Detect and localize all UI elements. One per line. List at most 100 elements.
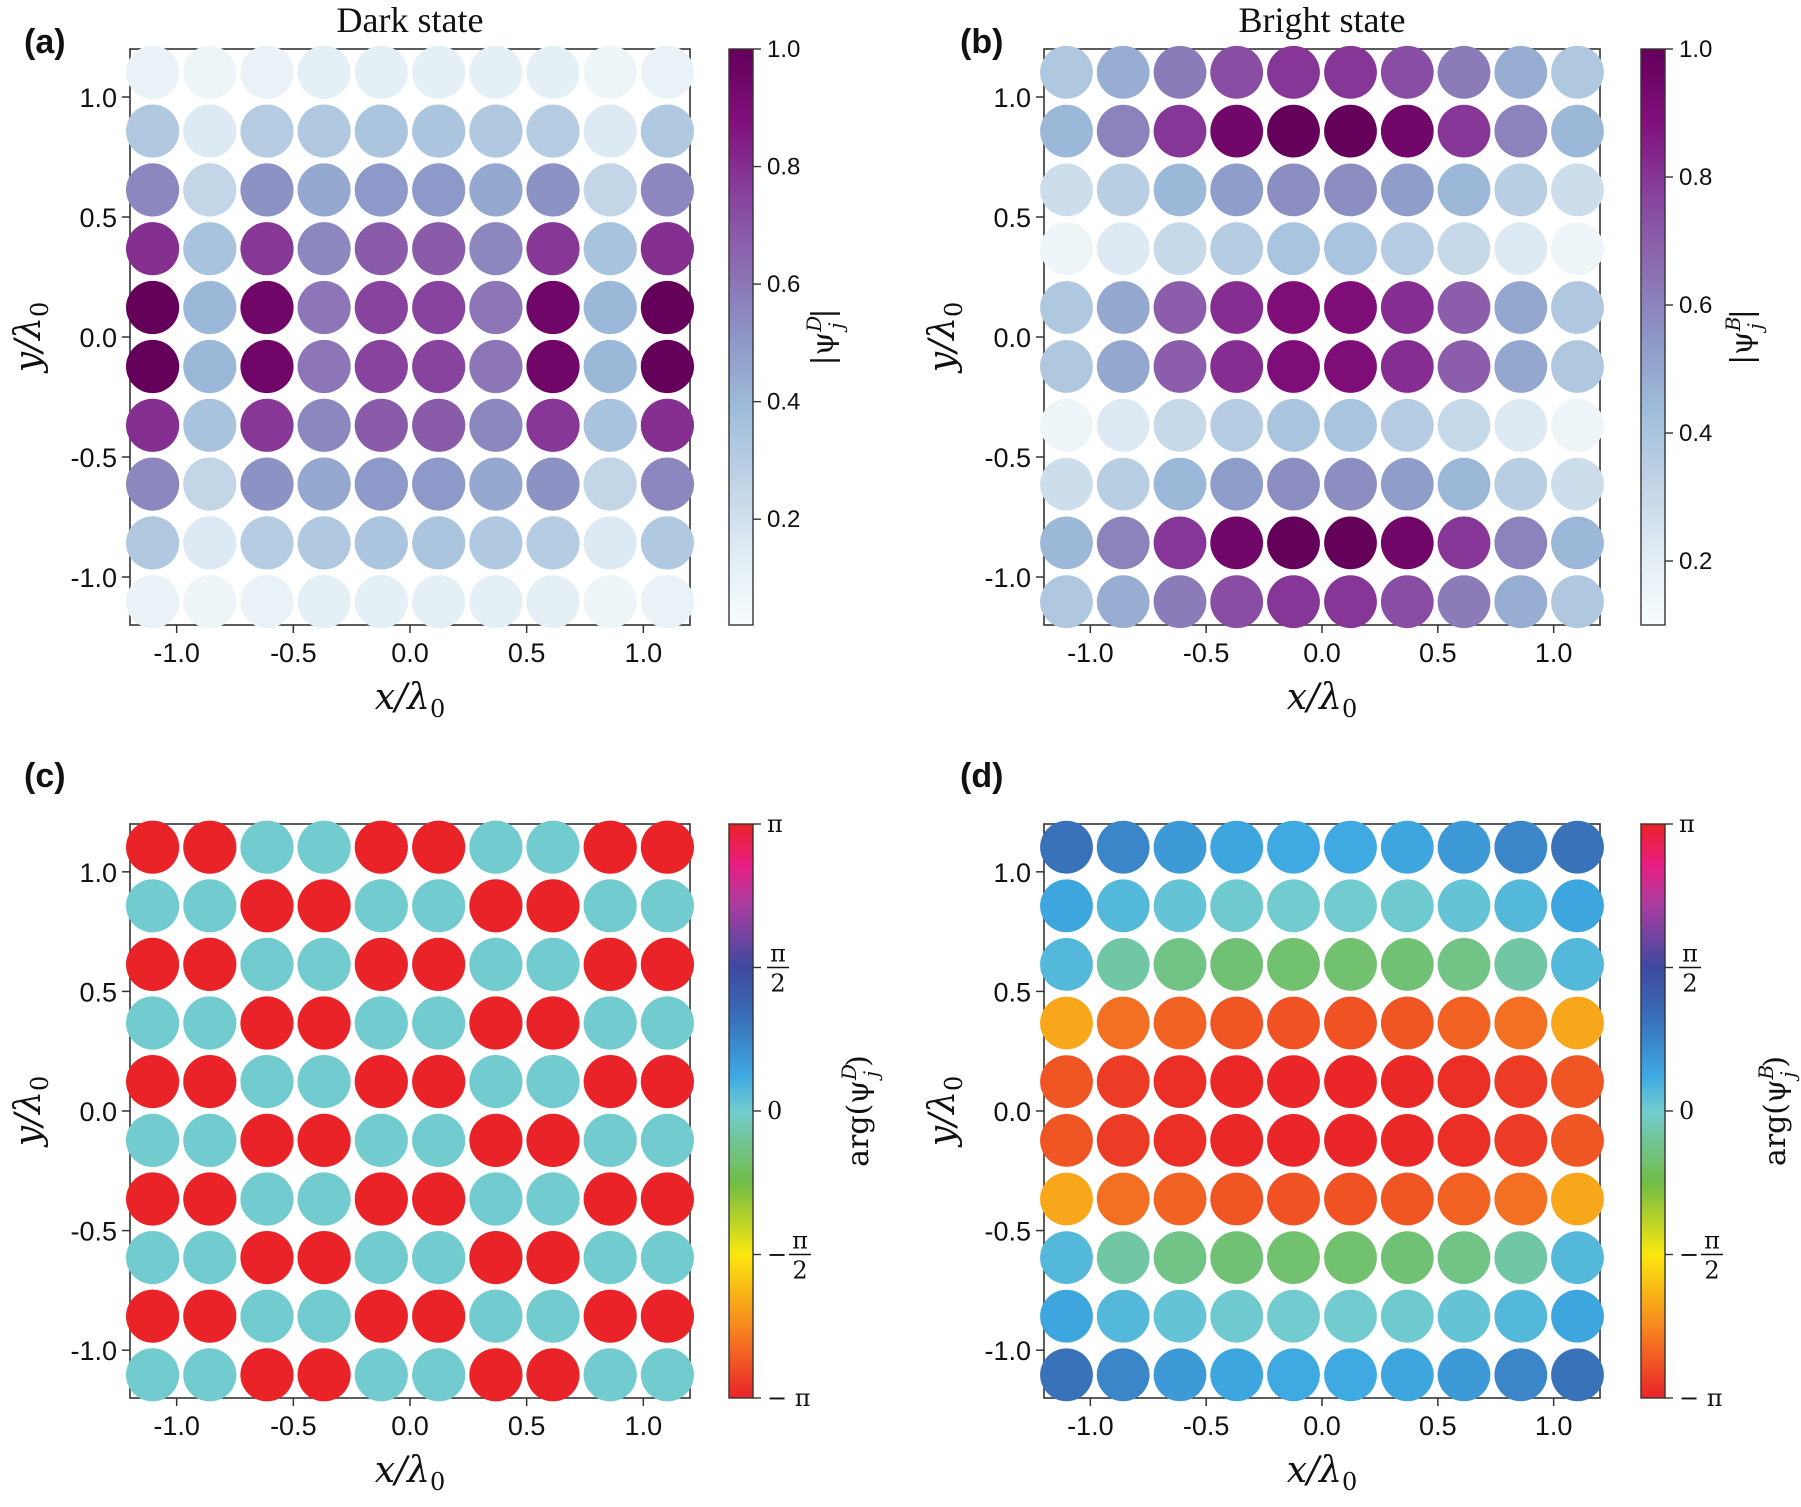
scatter-point (1096, 340, 1150, 393)
scatter-point (183, 45, 237, 99)
scatter-point (354, 398, 408, 452)
scatter-point (1040, 1172, 1093, 1226)
colorbar-tick-label: 0.2 (767, 506, 800, 533)
scatter-point (1040, 575, 1093, 629)
scatter-point (1096, 1172, 1150, 1226)
svg-text:π: π (792, 1227, 808, 1255)
scatter-point (1040, 1114, 1093, 1167)
scatter-point (354, 1231, 408, 1285)
scatter-point (1324, 820, 1377, 874)
scatter-point (183, 163, 237, 217)
scatter-point (1096, 457, 1150, 511)
scatter-point (1267, 1055, 1320, 1108)
scatter-point (583, 222, 637, 276)
scatter-point (126, 339, 180, 394)
scatter-point (1210, 996, 1264, 1050)
scatter-point (1040, 1289, 1093, 1343)
y-tick-label: -1.0 (70, 563, 117, 593)
scatter-point (1494, 281, 1548, 334)
scatter-point (1551, 340, 1604, 393)
scatter-point (1096, 938, 1150, 991)
scatter-point (354, 45, 408, 99)
panel-a: (a) Dark state -1.0 -0.5 0.0 0.5 1.0 -1.0 -0.5 0.… (8, 0, 848, 723)
scatter-point (354, 820, 408, 874)
scatter-point (1494, 45, 1548, 99)
scatter-point (297, 45, 351, 99)
scatter-point (526, 280, 580, 335)
scatter-point (1153, 1114, 1207, 1167)
scatter-point (1267, 575, 1320, 629)
scatter-point (126, 398, 180, 452)
scatter-point (1324, 222, 1377, 276)
scatter-point (240, 820, 294, 874)
scatter-point (126, 457, 180, 511)
scatter-point (1153, 45, 1207, 99)
x-tick-label: -0.5 (270, 638, 317, 668)
colorbar-label: |ψDj| (802, 309, 848, 366)
y-tick-label: 0.0 (79, 323, 117, 353)
scatter-point (183, 1055, 237, 1109)
scatter-point (240, 1113, 294, 1167)
scatter-point (126, 516, 180, 570)
panel-d: (d) -1.0 -0.5 0.0 0.5 1.0 -1.0 -0.5 0.0 0.5 1.0 x/λ… (922, 757, 1800, 1496)
scatter-point (240, 937, 294, 992)
scatter-point (126, 1289, 180, 1343)
scatter-point (1380, 1231, 1434, 1284)
x-tick-label: 1.0 (1535, 1411, 1573, 1441)
scatter-point (583, 280, 637, 335)
y-tick-label: 0.5 (993, 203, 1031, 233)
scatter-point (526, 1172, 580, 1226)
scatter-point (1153, 516, 1207, 570)
colorbar-tick-label: − π2 (1679, 1227, 1723, 1285)
scatter-point (1380, 340, 1434, 393)
scatter-point (1096, 1114, 1150, 1167)
scatter-point (583, 516, 637, 570)
scatter-point (469, 45, 523, 99)
scatter-point (640, 457, 695, 511)
scatter-point (1210, 340, 1264, 393)
x-tick-label: -0.5 (1183, 1411, 1230, 1441)
scatter-point (1551, 1172, 1604, 1226)
scatter-point (1437, 516, 1491, 570)
scatter-point (1437, 879, 1491, 933)
scatter-point (1210, 575, 1264, 629)
scatter-point (583, 1289, 637, 1343)
x-tick-label: 0.0 (391, 1411, 429, 1441)
scatter-point (1380, 104, 1434, 158)
colorbar-tick-label: 0.6 (767, 271, 800, 298)
scatter-point (1210, 1114, 1264, 1167)
scatter-point (640, 1289, 695, 1343)
scatter-point (1267, 45, 1320, 99)
svg-text:2: 2 (770, 970, 785, 998)
scatter-point (354, 575, 408, 629)
scatter-point (469, 1172, 523, 1226)
scatter-point (1040, 820, 1093, 874)
scatter-point (1494, 820, 1548, 874)
scatter-point (469, 1055, 523, 1109)
y-tick-label: -0.5 (70, 1217, 117, 1247)
scatter-point (240, 1231, 294, 1285)
scatter-point (1096, 1289, 1150, 1343)
scatter-point (240, 575, 294, 629)
scatter-point (1324, 1231, 1377, 1284)
y-tick-label: 0.0 (79, 1097, 117, 1127)
scatter-point (126, 575, 180, 629)
scatter-point (297, 1348, 351, 1402)
scatter-point (297, 1172, 351, 1226)
scatter-point (640, 339, 695, 394)
scatter-point (1324, 398, 1377, 452)
scatter-point (354, 163, 408, 217)
scatter-point (1210, 45, 1264, 99)
scatter-point (354, 516, 408, 570)
scatter-point (297, 280, 351, 335)
scatter-point (1437, 1114, 1491, 1167)
scatter-point (583, 1113, 637, 1167)
x-tick-label: 1.0 (1535, 638, 1573, 668)
scatter-point (240, 45, 294, 99)
colorbar-tick-label: 1.0 (1679, 36, 1712, 63)
scatter-point (526, 1348, 580, 1402)
scatter-point (126, 280, 180, 335)
scatter-point (126, 1172, 180, 1226)
scatter-point (1267, 222, 1320, 276)
scatter-point (1494, 1172, 1548, 1226)
